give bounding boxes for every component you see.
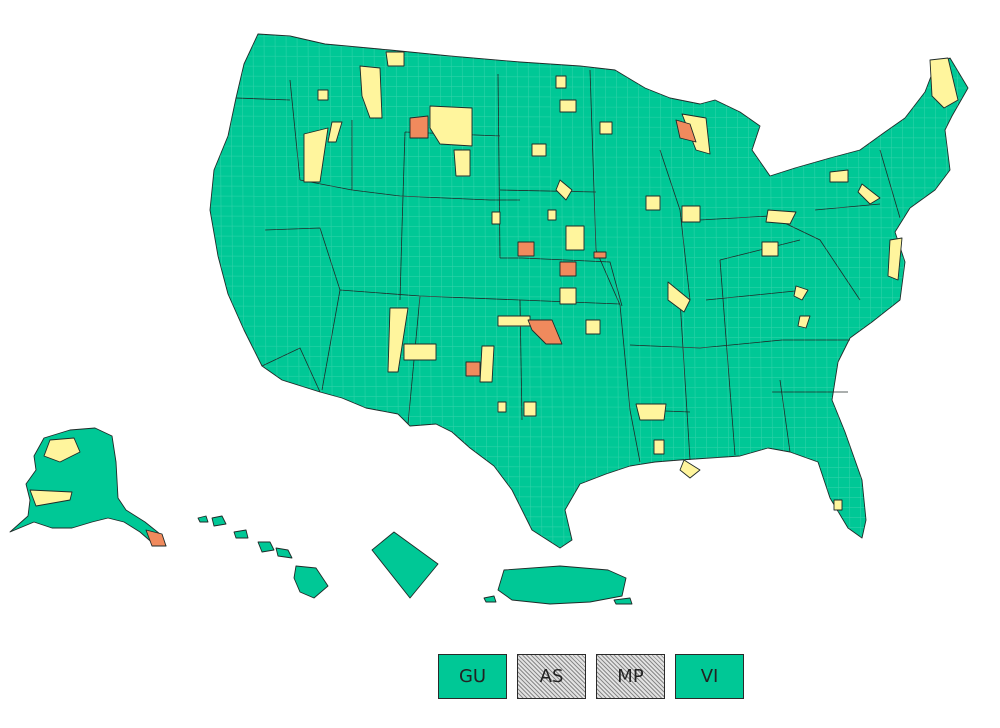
puerto-rico-island — [483, 595, 497, 603]
county-medium[interactable] — [497, 315, 531, 327]
medium-level-counties — [29, 51, 959, 511]
county-medium[interactable] — [317, 89, 329, 101]
county-medium[interactable] — [645, 195, 661, 211]
district-of-columbia[interactable] — [371, 531, 439, 599]
puerto-rico[interactable] — [497, 565, 627, 605]
county-medium[interactable] — [857, 183, 881, 205]
county-medium[interactable] — [29, 489, 73, 507]
county-medium[interactable] — [403, 343, 437, 361]
hawaii[interactable] — [197, 515, 329, 599]
puerto-rico-island — [613, 597, 633, 605]
county-high[interactable] — [517, 241, 535, 257]
county-medium[interactable] — [761, 241, 779, 257]
county-high[interactable] — [145, 529, 167, 547]
county-medium[interactable] — [429, 105, 473, 147]
county-high[interactable] — [593, 251, 607, 259]
county-medium[interactable] — [559, 287, 577, 305]
county-medium[interactable] — [797, 315, 811, 329]
county-medium[interactable] — [327, 121, 343, 143]
county-high[interactable] — [409, 115, 429, 139]
territory-mp[interactable]: MP — [596, 654, 665, 699]
county-medium[interactable] — [559, 99, 577, 113]
county-high[interactable] — [675, 119, 697, 143]
territory-boxes: GU AS MP VI — [438, 654, 744, 699]
county-medium[interactable] — [887, 237, 903, 281]
county-medium[interactable] — [303, 127, 329, 183]
county-medium[interactable] — [833, 499, 843, 511]
county-medium[interactable] — [653, 439, 665, 455]
county-medium[interactable] — [565, 225, 585, 251]
county-medium[interactable] — [585, 319, 601, 335]
territory-label: AS — [539, 666, 564, 687]
county-high[interactable] — [527, 319, 563, 345]
contiguous-us[interactable] — [209, 33, 969, 549]
county-medium[interactable] — [599, 121, 613, 135]
territory-label: GU — [458, 666, 487, 687]
territory-label: VI — [700, 666, 719, 687]
county-medium[interactable] — [547, 209, 557, 221]
county-medium[interactable] — [497, 401, 507, 413]
county-medium[interactable] — [681, 205, 701, 223]
county-medium[interactable] — [555, 75, 567, 89]
county-medium[interactable] — [523, 401, 537, 417]
county-medium[interactable] — [531, 143, 547, 157]
territory-as[interactable]: AS — [517, 654, 586, 699]
county-medium[interactable] — [679, 459, 701, 479]
county-medium[interactable] — [385, 51, 405, 67]
territory-vi[interactable]: VI — [675, 654, 744, 699]
territory-label: MP — [617, 666, 644, 687]
high-level-counties — [145, 115, 697, 547]
county-medium[interactable] — [635, 403, 667, 421]
territory-gu[interactable]: GU — [438, 654, 507, 699]
county-high[interactable] — [559, 261, 577, 277]
county-medium[interactable] — [479, 345, 495, 383]
county-high[interactable] — [465, 361, 481, 377]
county-medium[interactable] — [359, 65, 383, 119]
county-medium[interactable] — [43, 437, 81, 463]
alaska[interactable] — [9, 427, 167, 547]
county-medium[interactable] — [453, 149, 471, 177]
county-medium[interactable] — [387, 307, 409, 373]
county-medium[interactable] — [793, 285, 809, 301]
county-medium[interactable] — [929, 57, 959, 109]
county-medium[interactable] — [555, 179, 573, 201]
county-medium[interactable] — [829, 169, 849, 183]
county-medium[interactable] — [491, 211, 501, 225]
county-medium[interactable] — [765, 209, 797, 225]
county-medium[interactable] — [667, 281, 691, 313]
